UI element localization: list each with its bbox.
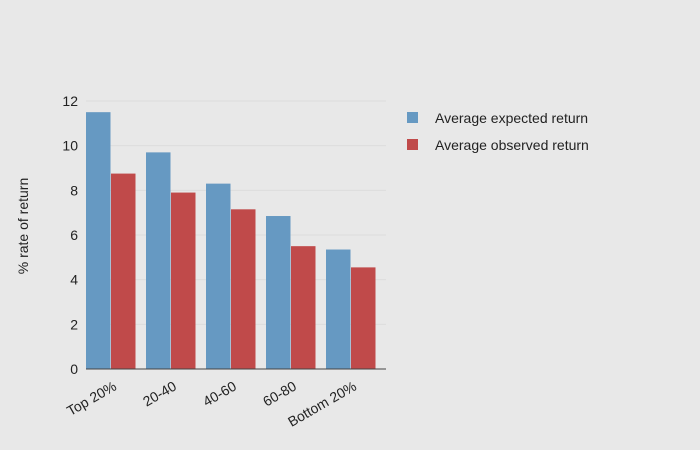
bar-expected <box>206 183 231 369</box>
bar-observed <box>351 267 376 369</box>
legend: Average expected return Average observed … <box>407 110 589 153</box>
y-tick-label: 4 <box>70 272 78 288</box>
bar-observed <box>171 192 196 369</box>
x-tick-label: 40-60 <box>200 378 239 410</box>
x-tick-label: Top 20% <box>64 378 119 419</box>
legend-label: Average observed return <box>435 137 589 153</box>
y-tick-label: 12 <box>62 93 78 109</box>
x-tick-label: 20-40 <box>140 378 179 410</box>
legend-swatch <box>407 112 418 123</box>
bar-observed <box>111 173 136 369</box>
legend-swatch <box>407 139 418 150</box>
bar-expected <box>326 249 351 369</box>
y-tick-label: 2 <box>70 316 78 332</box>
bars <box>86 112 376 370</box>
y-tick-label: 8 <box>70 182 78 198</box>
bar-expected <box>146 152 171 369</box>
x-tick-label: 60-80 <box>260 378 299 410</box>
bar-observed <box>291 246 316 369</box>
y-tick-label: 6 <box>70 227 78 243</box>
y-axis-title: % rate of return <box>15 178 31 275</box>
bar-expected <box>86 112 111 370</box>
y-tick-label: 0 <box>70 361 78 377</box>
legend-label: Average expected return <box>435 110 588 126</box>
bar-observed <box>231 209 256 369</box>
y-tick-label: 10 <box>62 138 78 154</box>
y-tick-labels: 0 2 4 6 8 10 12 <box>62 93 78 377</box>
bar-expected <box>266 216 291 369</box>
x-tick-label: Bottom 20% <box>285 378 359 430</box>
